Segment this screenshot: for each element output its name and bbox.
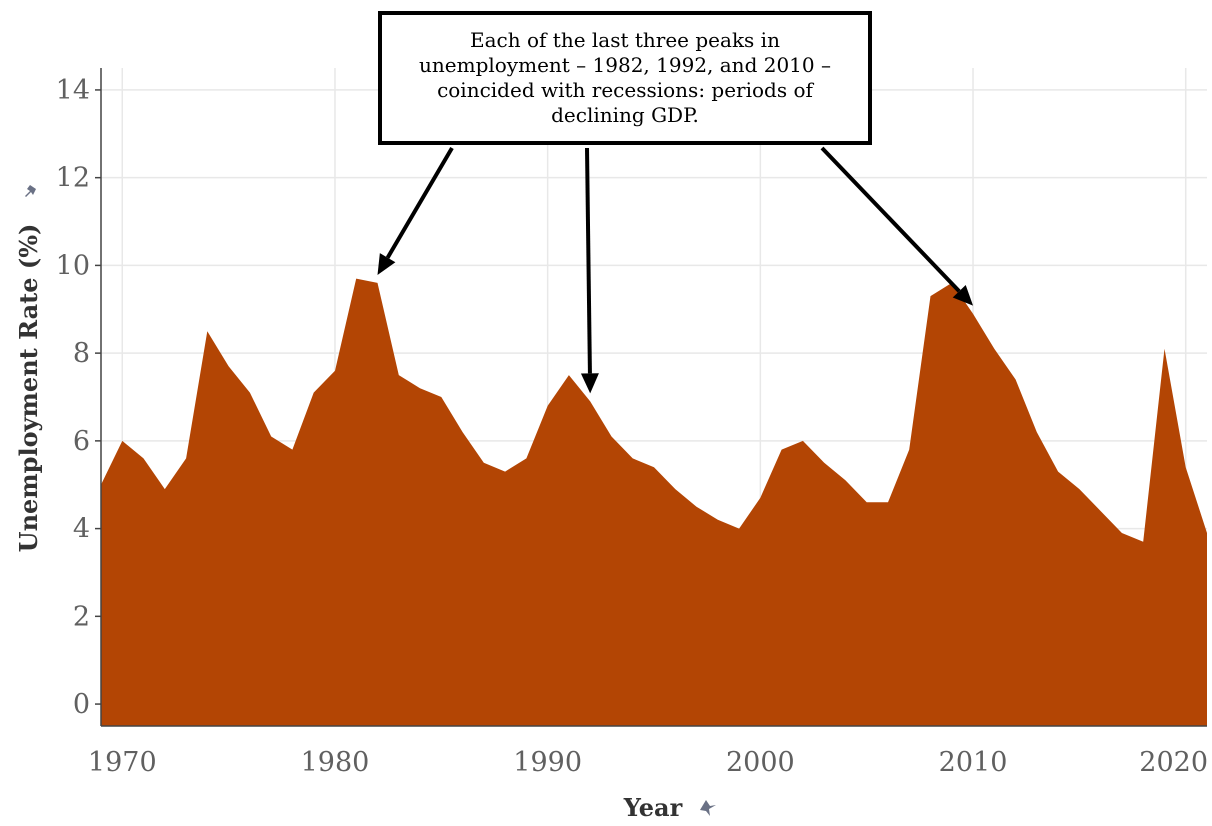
x-tick-label: 1990 (513, 747, 582, 778)
annotation-arrow-line (385, 146, 454, 259)
x-tick-labels: 1970 1980 1990 2000 2010 2020 (88, 747, 1208, 778)
y-tick-labels: 0 2 4 6 8 10 12 14 (56, 75, 90, 720)
area-layer (101, 278, 1207, 726)
annotation-arrow-line (820, 146, 961, 293)
x-tick-label: 2000 (726, 747, 795, 778)
annotation-box: Each of the last three peaks in unemploy… (378, 11, 872, 145)
x-axis-pin-icon (700, 800, 716, 816)
y-tick-label: 10 (56, 250, 90, 281)
y-axis-pin-icon (25, 185, 36, 197)
x-axis-title: Year (623, 793, 683, 822)
annotation-arrows (377, 146, 974, 394)
annotation-arrow-head (580, 373, 599, 394)
x-tick-label: 2020 (1139, 747, 1208, 778)
axes (95, 68, 1207, 727)
y-axis-title: Unemployment Rate (%) (14, 224, 43, 553)
x-tick-label: 1970 (88, 747, 157, 778)
y-tick-label: 12 (56, 163, 90, 194)
x-tick-label: 1980 (301, 747, 370, 778)
y-tick-label: 6 (73, 426, 90, 457)
x-tick-label: 2010 (939, 747, 1008, 778)
y-tick-label: 8 (73, 338, 90, 369)
annotation-arrow-line (585, 147, 592, 374)
y-tick-label: 2 (73, 601, 90, 632)
annotation-arrow-head (377, 253, 396, 275)
annotation-text: Each of the last three peaks in unemploy… (419, 28, 831, 127)
y-tick-label: 14 (56, 75, 90, 106)
annotation-arrow-head (952, 284, 974, 306)
unemployment-area (101, 278, 1207, 726)
y-tick-label: 0 (73, 689, 90, 720)
y-tick-label: 4 (73, 514, 90, 545)
